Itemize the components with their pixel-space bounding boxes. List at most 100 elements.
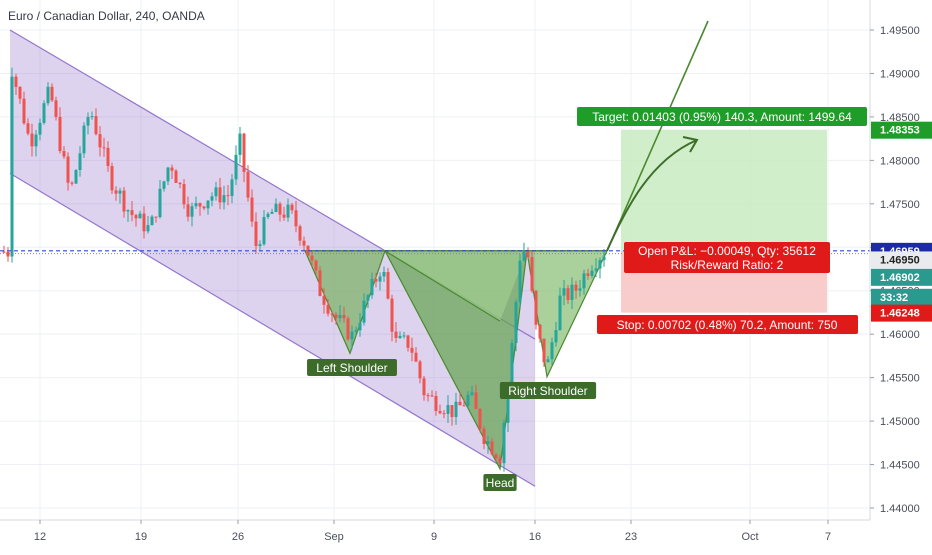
- candle-body: [486, 441, 490, 445]
- channel-fill: [10, 30, 535, 487]
- candle-body: [598, 260, 602, 269]
- channel-lower-line[interactable]: [9, 172, 536, 487]
- candle-body: [30, 133, 34, 147]
- candle-body: [466, 394, 470, 406]
- candle-body: [122, 190, 126, 212]
- target-label-text: Target: 0.01403 (0.95%) 140.3, Amount: 1…: [592, 110, 852, 124]
- candle-body: [522, 251, 526, 261]
- candle-body: [574, 284, 578, 291]
- candle-body: [62, 151, 66, 157]
- candle-body: [478, 408, 482, 429]
- candle-body: [470, 392, 474, 395]
- candle-body: [334, 314, 338, 319]
- bid-price-tag-bg: [871, 268, 932, 286]
- pnl-label-bg: [624, 242, 830, 273]
- projection-arrowhead-icon: [682, 136, 699, 153]
- candle-body: [558, 295, 562, 331]
- right-shoulder-label-text: Right Shoulder: [508, 384, 587, 398]
- candle-body: [170, 167, 174, 171]
- current-price-tag-text: 1.46950: [880, 254, 920, 266]
- time-axis[interactable]: [0, 520, 870, 550]
- candle-body: [230, 179, 234, 196]
- candle-body: [250, 197, 254, 222]
- y-tick-label: 1.49500: [880, 25, 920, 37]
- y-tick-label: 1.49000: [880, 68, 920, 80]
- candle-body: [390, 298, 394, 332]
- candle-body: [594, 268, 598, 271]
- candle-body: [454, 401, 458, 418]
- candle-body: [386, 272, 390, 299]
- candle-body: [506, 387, 510, 423]
- candle-body: [226, 195, 230, 197]
- candle-body: [266, 213, 270, 218]
- candle-body: [234, 154, 238, 180]
- candle-body: [602, 256, 606, 261]
- candle-body: [582, 273, 586, 289]
- candle-body: [462, 405, 466, 407]
- candle-body: [354, 330, 358, 332]
- candle-body: [418, 361, 422, 379]
- stop-price-tag-text: 1.46248: [880, 308, 920, 320]
- candle-body: [298, 226, 302, 241]
- candle-body: [198, 203, 202, 207]
- candle-body: [134, 215, 138, 219]
- candle-body: [86, 116, 90, 126]
- candle-body: [446, 405, 450, 414]
- candle-body: [138, 213, 142, 219]
- candle-body: [210, 196, 214, 201]
- candle-body: [426, 395, 430, 397]
- candle-body: [438, 410, 442, 414]
- projection-arrows[interactable]: [606, 20, 709, 252]
- candle-body: [578, 288, 582, 291]
- left-shoulder-label-bg: [307, 359, 397, 376]
- stop-price-tag: 1.46248: [871, 304, 932, 322]
- candle-body: [570, 284, 574, 300]
- candle-body: [278, 203, 282, 215]
- head-diagonal: [384, 250, 501, 322]
- target-projection-line[interactable]: [606, 20, 709, 252]
- candle-body: [318, 270, 322, 297]
- candle-body: [46, 86, 50, 104]
- candle-body: [286, 204, 290, 218]
- candle-body: [290, 204, 294, 211]
- candle-body: [394, 331, 398, 339]
- stop-price-tag-bg: [871, 304, 932, 322]
- candle-body: [498, 458, 502, 464]
- candle-body: [58, 116, 62, 152]
- candle-body: [182, 184, 186, 205]
- y-tick-label: 1.47500: [880, 199, 920, 211]
- candle-body: [90, 116, 94, 118]
- candle-body: [482, 428, 486, 445]
- candle-body: [550, 342, 554, 360]
- candle-body: [142, 213, 146, 232]
- y-tick-label: 1.48000: [880, 155, 920, 167]
- candle-body: [110, 166, 114, 191]
- projection-curve[interactable]: [606, 139, 698, 252]
- candle-body: [362, 300, 366, 323]
- candle-body: [270, 211, 274, 214]
- candle-body: [294, 210, 298, 227]
- candle-body: [2, 251, 6, 253]
- candle-body: [490, 441, 494, 455]
- pnl-text: Open P&L: −0.00049, Qty: 35612: [638, 244, 816, 258]
- x-tick-label: Sep: [324, 531, 344, 543]
- candle-body: [98, 134, 102, 148]
- head-label: Head: [483, 474, 517, 491]
- candle-body: [218, 187, 222, 203]
- candle-body: [410, 347, 414, 353]
- candle-body: [94, 116, 98, 135]
- candle-body: [178, 182, 182, 185]
- candle-body: [586, 273, 590, 276]
- candle-body: [190, 206, 194, 217]
- pattern-labels: Left Shoulder Head Right Shoulder: [307, 359, 597, 491]
- bid-price-tag: 1.46902: [871, 268, 932, 286]
- candle-body: [526, 251, 530, 258]
- y-tick-label: 1.46000: [880, 329, 920, 341]
- candle-body: [38, 122, 42, 135]
- candle-body: [342, 315, 346, 319]
- candle-body: [542, 338, 546, 363]
- candle-body: [74, 170, 78, 184]
